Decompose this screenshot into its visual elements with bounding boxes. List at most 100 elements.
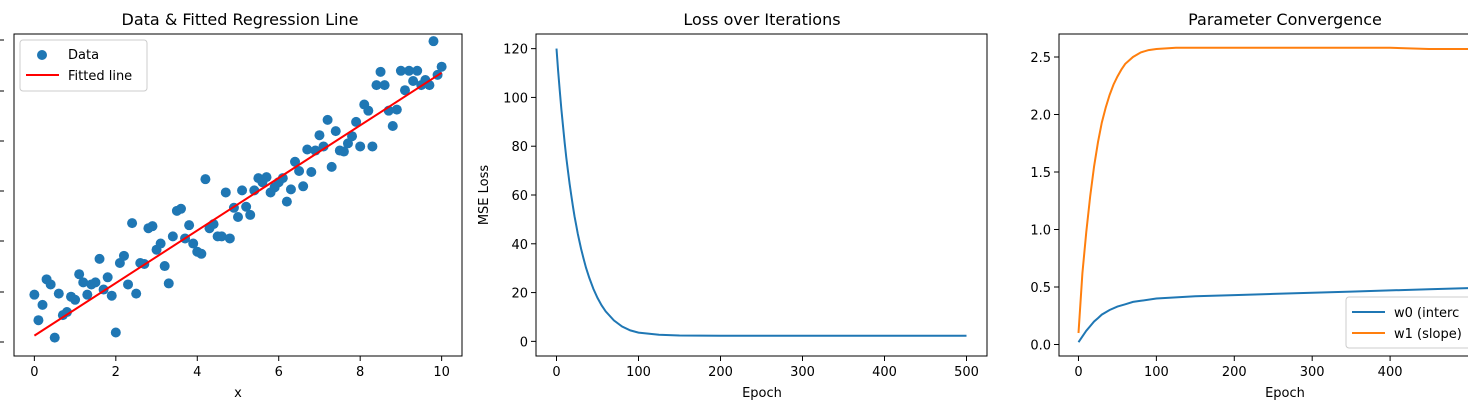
x-tick-label: 400	[872, 365, 897, 380]
data-point	[428, 36, 439, 47]
data-point	[220, 187, 231, 198]
fitted-line	[33, 71, 443, 337]
w0-line	[1077, 287, 1468, 343]
data-point	[196, 248, 207, 259]
data-point	[302, 144, 313, 155]
legend-box	[19, 39, 148, 92]
data-point	[261, 172, 272, 183]
legend-label-data: Data	[68, 48, 99, 63]
y-tick-label: 1.5	[1030, 166, 1051, 181]
data-point	[49, 332, 60, 343]
data-point	[367, 141, 378, 152]
x-tick-label: 6	[275, 365, 283, 380]
data-point	[277, 173, 288, 184]
plot-area	[29, 36, 447, 343]
data-point	[318, 141, 329, 152]
data-point	[90, 277, 101, 288]
x-tick-label: 4	[193, 365, 201, 380]
data-point	[159, 261, 170, 272]
x-axis-label: x	[234, 386, 242, 401]
legend-label-fitted-line: Fitted line	[68, 69, 132, 84]
loss-line	[555, 48, 967, 337]
data-point	[314, 130, 325, 141]
y-tick-label: 1.0	[1030, 224, 1051, 239]
data-point	[61, 307, 72, 318]
data-point	[233, 211, 243, 222]
x-tick-label: 0	[1074, 365, 1082, 380]
data-point	[82, 289, 93, 300]
data-point	[200, 174, 211, 185]
x-tick-label: 2	[112, 365, 120, 380]
data-point	[78, 277, 89, 288]
data-point	[163, 278, 174, 289]
data-point	[395, 65, 406, 76]
data-point	[102, 272, 113, 283]
y-tick-label: 0.0	[1030, 339, 1051, 354]
legend: Data Fitted line	[19, 39, 148, 92]
legend-label-w0: w0 (interc	[1394, 306, 1459, 321]
legend-marker-data	[37, 50, 47, 60]
data-point	[347, 131, 358, 142]
y-tick-label: 2.5	[1030, 51, 1051, 66]
x-tick-label: 0	[30, 365, 38, 380]
data-point	[70, 294, 81, 305]
x-tick-label: 400	[1378, 365, 1403, 380]
data-point	[53, 288, 64, 299]
data-point	[33, 315, 44, 326]
y-tick-label: 120	[503, 43, 528, 58]
data-point	[355, 141, 366, 152]
legend: w0 (interc w1 (slope)	[1345, 296, 1468, 349]
axes-frame	[13, 33, 463, 357]
data-point	[224, 233, 235, 244]
data-point	[285, 184, 296, 195]
x-tick-label: 500	[954, 365, 979, 380]
chart-title: Data & Fitted Regression Line	[122, 10, 359, 29]
plot-area	[1077, 46, 1468, 343]
data-point	[245, 209, 256, 220]
x-axis-label: Epoch	[742, 386, 782, 401]
y-tick-label: 0.5	[1030, 281, 1051, 296]
tick-labels: 0 100 200 300 400 500 0 20 40 60 80 100 120	[503, 43, 979, 380]
data-point	[175, 203, 186, 214]
y-tick-label: 2.0	[1030, 109, 1051, 124]
left-clipped-ticks	[0, 39, 4, 343]
data-point	[37, 299, 48, 310]
axes-frame	[535, 33, 988, 357]
data-point	[399, 85, 410, 96]
x-tick-label: 100	[626, 365, 651, 380]
chart-regression: Data & Fitted Regression Line 0 2 4 6 8 10 x …	[13, 10, 463, 401]
data-point	[94, 253, 105, 264]
y-tick-label: 40	[511, 238, 528, 253]
data-point	[147, 221, 158, 232]
x-tick-label: 10	[433, 365, 450, 380]
data-point	[391, 104, 402, 115]
chart-title: Parameter Convergence	[1188, 10, 1382, 29]
data-point	[326, 161, 337, 172]
data-point	[363, 105, 374, 116]
y-tick-label: 20	[511, 287, 528, 302]
x-tick-label: 300	[1300, 365, 1325, 380]
data-point	[216, 231, 227, 242]
data-point	[110, 327, 121, 338]
data-point	[306, 167, 317, 177]
data-point	[375, 66, 386, 77]
data-point	[294, 165, 305, 176]
data-point	[404, 65, 415, 76]
y-tick-label: 0	[520, 335, 528, 350]
data-point	[298, 181, 309, 192]
x-tick-label: 100	[1144, 365, 1169, 380]
y-tick-label: 60	[511, 189, 528, 204]
x-tick-label: 0	[552, 365, 560, 380]
data-point	[241, 201, 252, 212]
data-point	[127, 218, 138, 229]
data-point	[408, 76, 419, 87]
data-point	[371, 80, 382, 91]
x-tick-label: 8	[356, 365, 364, 380]
data-point	[188, 238, 199, 249]
data-point	[131, 288, 142, 299]
data-point	[106, 290, 117, 301]
data-point	[322, 114, 333, 125]
data-point	[330, 126, 341, 137]
w1-line	[1077, 46, 1468, 334]
x-axis-label: Epoch	[1265, 386, 1305, 401]
